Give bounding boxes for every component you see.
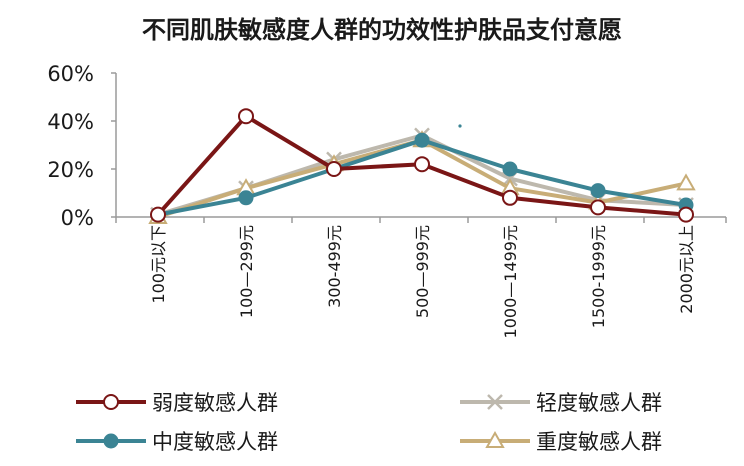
data-point	[414, 132, 430, 148]
data-point	[676, 173, 696, 191]
data-point	[150, 206, 166, 223]
data-point	[326, 161, 342, 177]
legend-marker	[485, 430, 505, 448]
legend-label: 中度敏感人群	[152, 430, 278, 454]
data-point	[502, 189, 518, 206]
data-point	[590, 199, 606, 216]
y-tick-label: 40%	[47, 110, 94, 134]
legend-marker	[487, 394, 503, 410]
axes: 0% 20% 40% 60% 100元以下 100—299元 300-499元 500—999…	[47, 62, 727, 338]
legend-marker	[103, 394, 119, 410]
data-point	[678, 206, 694, 223]
series-layer	[148, 108, 696, 224]
data-point	[414, 156, 430, 173]
x-tick-label: 2000元以上	[677, 225, 696, 314]
y-tick-label: 0%	[61, 206, 94, 230]
legend-label: 轻度敏感人群	[536, 391, 662, 415]
data-point	[238, 108, 254, 125]
chart-title: 不同肌肤敏感度人群的功效性护肤品支付意愿	[142, 16, 622, 44]
series-1	[150, 108, 694, 223]
stray-dot	[458, 124, 462, 128]
data-point	[502, 161, 518, 177]
data-point	[590, 183, 606, 199]
legend-marker	[103, 433, 119, 449]
series-line	[157, 138, 687, 219]
series-line	[157, 138, 687, 217]
marker-stroke	[487, 394, 503, 410]
x-tick-label: 1000—1499元	[501, 225, 520, 338]
legend-item-4: 重度敏感人群	[460, 430, 662, 454]
x-tick-label: 500—999元	[413, 225, 432, 318]
x-tick-label: 100元以下	[149, 225, 168, 304]
legend-item-3: 中度敏感人群	[76, 430, 278, 454]
legend-label: 弱度敏感人群	[152, 391, 278, 415]
x-tick-label: 300-499元	[325, 225, 344, 308]
x-tick-label: 100—299元	[237, 225, 256, 318]
legend-item-1: 弱度敏感人群	[76, 391, 278, 415]
y-tick-label: 20%	[47, 158, 94, 182]
y-tick-label: 60%	[47, 62, 94, 86]
legend-label: 重度敏感人群	[536, 430, 662, 454]
legend-item-2: 轻度敏感人群	[460, 391, 662, 415]
data-point	[238, 190, 254, 206]
x-tick-label: 1500-1999元	[589, 225, 608, 328]
